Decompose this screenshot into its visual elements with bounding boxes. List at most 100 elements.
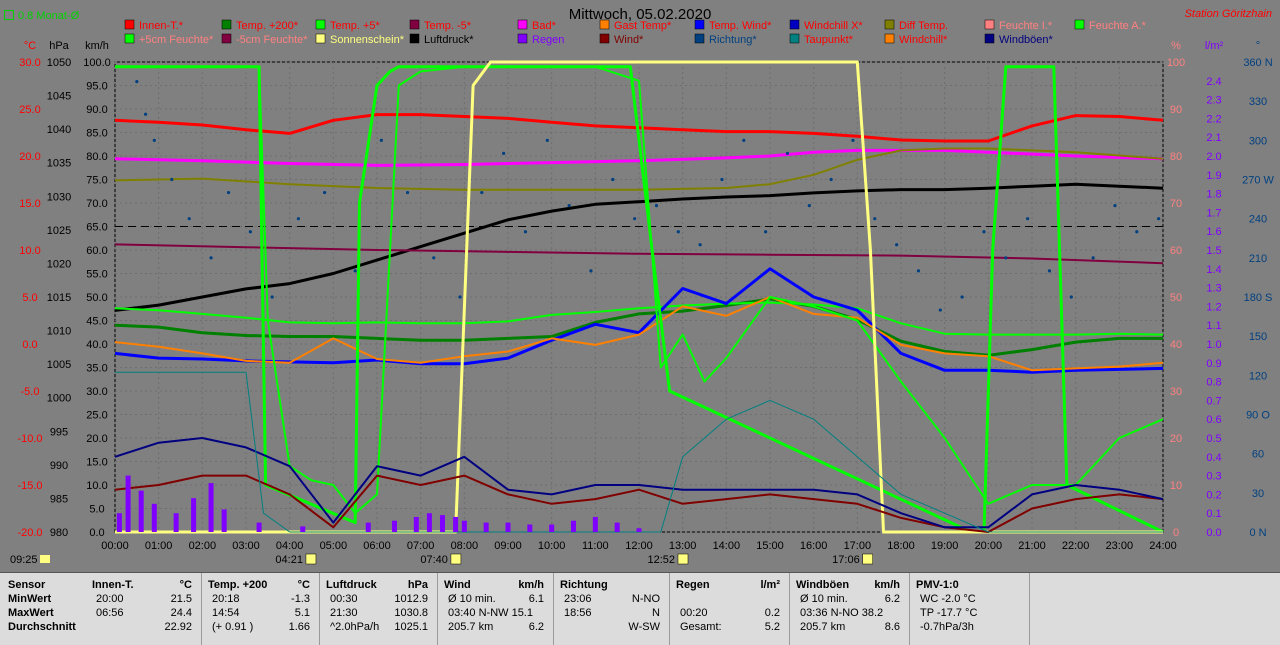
stats-column: Temp. +200 °C 20:18 -1.3 14:54 5.1 (+ 0.91 ) 1.… <box>202 573 320 645</box>
legend-swatch[interactable] <box>221 33 232 44</box>
legend-swatch[interactable] <box>789 33 800 44</box>
legend-swatch[interactable] <box>884 33 895 44</box>
axis-tick-label: 15.0 <box>86 457 107 469</box>
legend-swatch[interactable] <box>409 19 420 30</box>
stats-column-title: Windböen <box>796 579 850 591</box>
stats-cell-label: 00:30 <box>330 593 358 605</box>
rain-bar <box>453 516 459 532</box>
axis-tick-label: 80.0 <box>86 151 107 163</box>
axis-tick-label: 1045 <box>47 91 71 103</box>
wind-direction-point <box>458 295 462 299</box>
axis-tick-label: 1.5 <box>1206 245 1221 257</box>
wind-direction-point <box>523 230 528 234</box>
series-line-11 <box>115 60 1163 534</box>
legend-swatch[interactable] <box>599 33 610 44</box>
legend-swatch[interactable] <box>1074 19 1085 30</box>
legend-swatch[interactable] <box>789 19 800 30</box>
axis-tick-label: 270 W <box>1242 175 1274 187</box>
stats-cell-value: 1.66 <box>288 621 310 633</box>
axis-tick-label: 70 <box>1170 198 1182 210</box>
wind-direction-point <box>807 204 811 208</box>
x-tick-label: 00:00 <box>101 540 129 552</box>
stats-cell-label: (+ 0.91 ) <box>212 621 254 633</box>
axis-unit-label: ° <box>1256 40 1260 52</box>
wind-direction-point <box>152 138 156 142</box>
rain-bar <box>461 520 467 532</box>
axis-tick-label: 180 S <box>1244 292 1273 304</box>
rain-bar <box>413 516 419 532</box>
legend-swatch[interactable] <box>124 33 135 44</box>
axis-tick-label: 0.4 <box>1206 452 1221 464</box>
legend-swatch[interactable] <box>884 19 895 30</box>
wind-direction-point <box>1026 217 1030 221</box>
axis-tick-label: 95.0 <box>86 81 107 93</box>
stats-cell-label: Ø 10 min. <box>800 593 848 605</box>
stats-row-label: Sensor <box>8 579 46 591</box>
station-name: Station Göritzhain <box>1184 8 1272 20</box>
wind-direction-point <box>589 269 593 273</box>
rain-bar <box>191 498 197 532</box>
legend-swatch[interactable] <box>124 19 135 30</box>
axis-tick-label: 1040 <box>47 124 71 136</box>
wind-direction-point <box>270 295 274 299</box>
wind-direction-point <box>502 151 506 155</box>
legend-swatch[interactable] <box>315 33 326 44</box>
axis-tick-label: 30 <box>1170 386 1182 398</box>
wind-direction-point <box>742 138 746 142</box>
stats-cell-label: 20:18 <box>212 593 240 605</box>
axis-tick-label: 0 N <box>1249 527 1266 539</box>
axis-tick-label: 150 <box>1249 331 1267 343</box>
sun-event-label: 07:40 <box>420 554 448 566</box>
stats-cell-label: 03:40 N-NW 15.1 <box>448 607 533 619</box>
legend-swatch[interactable] <box>315 19 326 30</box>
x-tick-label: 23:00 <box>1106 540 1134 552</box>
wind-direction-point <box>698 243 702 247</box>
legend-swatch[interactable] <box>517 33 528 44</box>
x-tick-label: 09:00 <box>494 540 522 552</box>
axis-tick-label: 0.9 <box>1206 358 1221 370</box>
x-tick-label: 12:00 <box>625 540 653 552</box>
axis-tick-label: 210 <box>1249 253 1267 265</box>
sunrise-icon <box>450 553 462 565</box>
wind-direction-point <box>379 138 383 142</box>
axis-tick-label: 25.0 <box>86 410 107 422</box>
axis-tick-label: 360 N <box>1243 57 1272 69</box>
legend-entry-label: Taupunkt* <box>804 34 854 46</box>
series-line-14 <box>115 371 1163 533</box>
axis-tick-label: 60 <box>1170 245 1182 257</box>
legend-swatch[interactable] <box>984 19 995 30</box>
rain-bar <box>300 526 306 532</box>
axis-tick-label: 100.0 <box>83 57 111 69</box>
legend-swatch[interactable] <box>694 33 705 44</box>
legend-swatch[interactable] <box>694 19 705 30</box>
axis-tick-label: 980 <box>50 527 68 539</box>
legend-entry-label: Windchill X* <box>804 20 863 32</box>
x-tick-label: 07:00 <box>407 540 435 552</box>
axis-tick-label: 0.0 <box>89 527 104 539</box>
x-tick-label: 03:00 <box>232 540 260 552</box>
legend-swatch[interactable] <box>409 33 420 44</box>
legend-swatch[interactable] <box>984 33 995 44</box>
axis-tick-label: 15.0 <box>19 198 40 210</box>
series-line-3 <box>114 243 1164 265</box>
rain-bar <box>125 475 131 532</box>
stats-cell-value: 5.2 <box>764 621 780 633</box>
rain-bar <box>365 522 371 532</box>
legend-entry-label: Temp. -5* <box>424 20 472 32</box>
legend-entry-label: Windchill* <box>899 34 948 46</box>
axis-tick-label: 40 <box>1170 339 1182 351</box>
page-title: Mittwoch, 05.02.2020 <box>568 6 712 23</box>
axis-tick-label: 2.1 <box>1206 132 1221 144</box>
legend-entry-label: Temp. Wind* <box>709 20 772 32</box>
legend-swatch[interactable] <box>599 19 610 30</box>
legend-swatch[interactable] <box>221 19 232 30</box>
axis-tick-label: 1035 <box>47 158 71 170</box>
stats-cell-label: ^2.0hPa/h <box>330 621 380 633</box>
x-tick-label: 04:00 <box>276 540 304 552</box>
monthly-average-toggle[interactable]: 0.8 Monat-Ø <box>4 10 79 22</box>
legend-swatch[interactable] <box>517 19 528 30</box>
rain-bar <box>440 515 445 532</box>
stats-column-unit: °C <box>179 579 192 591</box>
axis-tick-label: 30.0 <box>86 386 107 398</box>
x-tick-label: 13:00 <box>669 540 697 552</box>
